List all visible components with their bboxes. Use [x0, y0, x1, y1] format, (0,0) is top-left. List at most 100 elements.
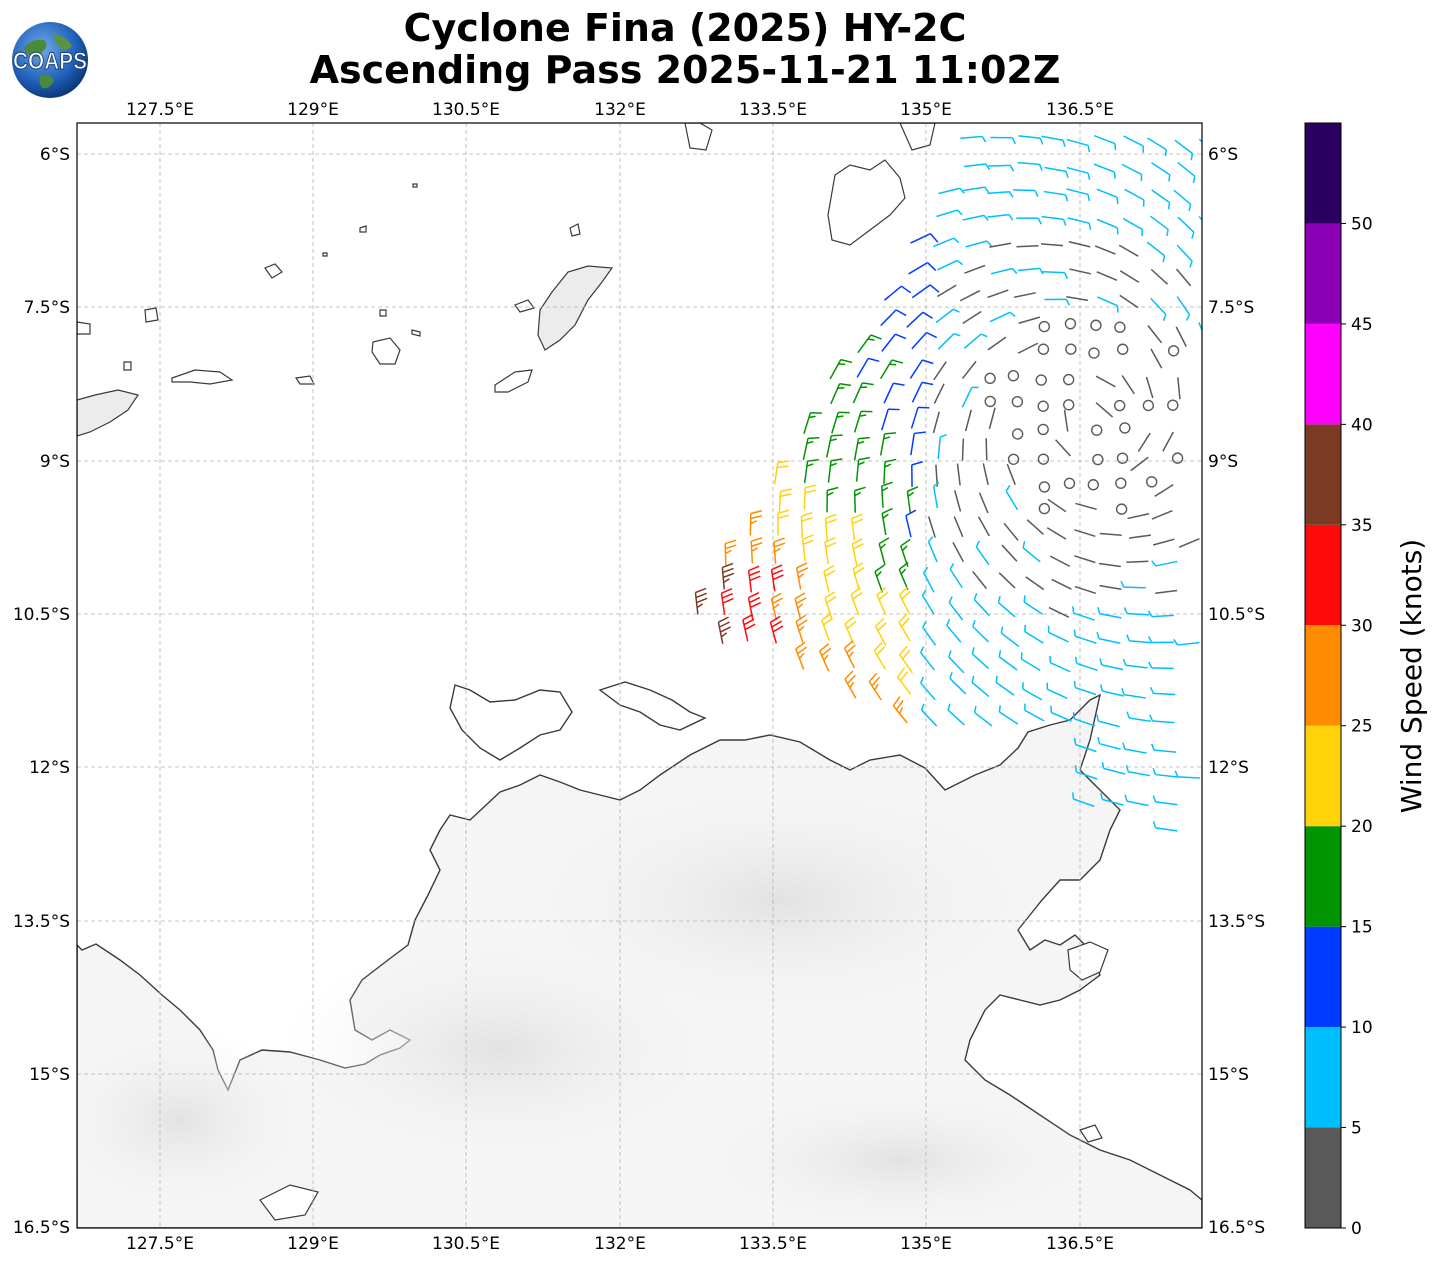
wind-barb — [853, 410, 873, 433]
wind-barb — [1128, 534, 1151, 539]
wind-barb — [1065, 343, 1077, 355]
wind-barb — [1037, 343, 1050, 355]
wind-barb — [1097, 736, 1121, 750]
wind-barb — [898, 561, 909, 590]
wind-barb — [1142, 399, 1155, 412]
wind-barb — [851, 513, 864, 541]
wind-barb — [770, 592, 784, 621]
wind-barb — [1017, 267, 1044, 275]
wind-barb — [1119, 294, 1139, 309]
lat-tick-left: 6°S — [40, 145, 70, 165]
wind-barb — [990, 267, 1018, 275]
wind-barb — [1007, 369, 1020, 382]
wind-barb — [1043, 190, 1069, 202]
lat-tick-right: 13.5°S — [1208, 912, 1265, 932]
wind-barb — [1014, 292, 1036, 298]
wind-barb — [1047, 498, 1067, 513]
wind-barb — [1147, 137, 1167, 157]
wind-barb — [851, 538, 864, 566]
wind-barb — [910, 431, 926, 456]
wind-barb — [909, 359, 934, 379]
wind-barb — [892, 696, 908, 724]
wind-barb — [1074, 585, 1097, 595]
plot-frame — [76, 122, 1203, 1229]
wind-barb — [947, 703, 965, 726]
wind-barb — [1176, 296, 1191, 321]
wind-barb — [933, 383, 945, 404]
wind-barb — [1115, 477, 1127, 489]
wind-barb — [920, 646, 935, 671]
wind-barb — [1073, 680, 1097, 696]
wind-barb — [826, 486, 839, 513]
wind-barb — [978, 492, 989, 514]
wind-barb — [1023, 624, 1044, 644]
wind-barb — [932, 481, 940, 509]
wind-barb — [920, 703, 938, 727]
lat-tick-left: 7.5°S — [24, 298, 70, 318]
coburg-peninsula — [598, 681, 707, 731]
wind-barb — [1175, 326, 1187, 347]
wind-barb — [985, 438, 988, 461]
wind-barb — [984, 395, 996, 408]
wind-barb — [1066, 296, 1089, 302]
wind-barb — [1124, 188, 1145, 207]
wind-barb — [975, 540, 990, 566]
wind-barb — [856, 357, 880, 378]
wind-barb — [1152, 795, 1178, 806]
wind-barb — [1066, 188, 1091, 202]
wind-barb — [1003, 522, 1019, 541]
wind-barb — [1090, 319, 1102, 331]
wind-barb — [777, 509, 790, 536]
colorbar-tick-label: 5 — [1351, 1119, 1362, 1139]
wind-barb — [1066, 138, 1091, 153]
wind-barb — [971, 675, 990, 698]
wind-barb — [801, 534, 815, 562]
wind-barb — [959, 289, 981, 302]
lon-tick-top: 135°E — [900, 100, 952, 120]
wind-barb — [973, 593, 990, 617]
wind-barb — [1146, 241, 1166, 263]
wind-barb — [1152, 821, 1178, 832]
peninsula-coast — [449, 684, 573, 761]
map-title-line1: Cyclone Fina (2025) HY-2C — [403, 6, 967, 50]
wind-barb — [988, 164, 1015, 172]
island-small-a — [144, 307, 159, 323]
wind-barb — [1117, 343, 1129, 355]
wind-barb — [874, 617, 887, 646]
wind-barb — [769, 615, 784, 644]
lat-ticks-right: 6°S 7.5°S 9°S 10.5°S 12°S 13.5°S 15°S 16… — [1208, 145, 1265, 1238]
lat-tick-left: 9°S — [40, 452, 70, 472]
wind-barb — [989, 311, 1016, 323]
wind-barb — [908, 261, 937, 275]
wind-barb — [717, 616, 731, 644]
colorbar — [1304, 122, 1342, 1229]
wind-barb — [896, 667, 912, 695]
island-tanimbar-small2 — [569, 223, 581, 237]
wind-barb — [927, 536, 938, 563]
wind-barb — [1066, 166, 1091, 180]
wind-barb — [906, 311, 933, 328]
wind-barb — [857, 334, 882, 354]
wind-barb — [984, 372, 996, 385]
lat-tick-right: 6°S — [1208, 145, 1238, 165]
wind-barb — [1171, 452, 1184, 464]
wind-barb — [843, 640, 856, 669]
wind-barb — [1121, 163, 1143, 182]
wind-barb — [1124, 794, 1149, 807]
wind-barb — [936, 284, 957, 298]
wind-barb — [989, 242, 1012, 248]
wind-barb — [1151, 560, 1178, 567]
wind-barb — [1013, 189, 1039, 197]
wind-barb — [881, 507, 893, 536]
wind-barb — [1038, 320, 1051, 333]
wind-barb — [802, 436, 820, 461]
wind-barb — [1162, 431, 1174, 452]
wind-barb — [1099, 532, 1122, 536]
colorbar-tick-label: 0 — [1351, 1219, 1362, 1239]
tanimbar-islands — [537, 265, 614, 351]
wind-barb — [1149, 686, 1176, 696]
colorbar-tick-label: 10 — [1351, 1018, 1373, 1038]
colorbar-tick-label: 50 — [1351, 214, 1373, 234]
wind-barb — [1121, 688, 1146, 699]
wind-barb — [795, 641, 808, 670]
